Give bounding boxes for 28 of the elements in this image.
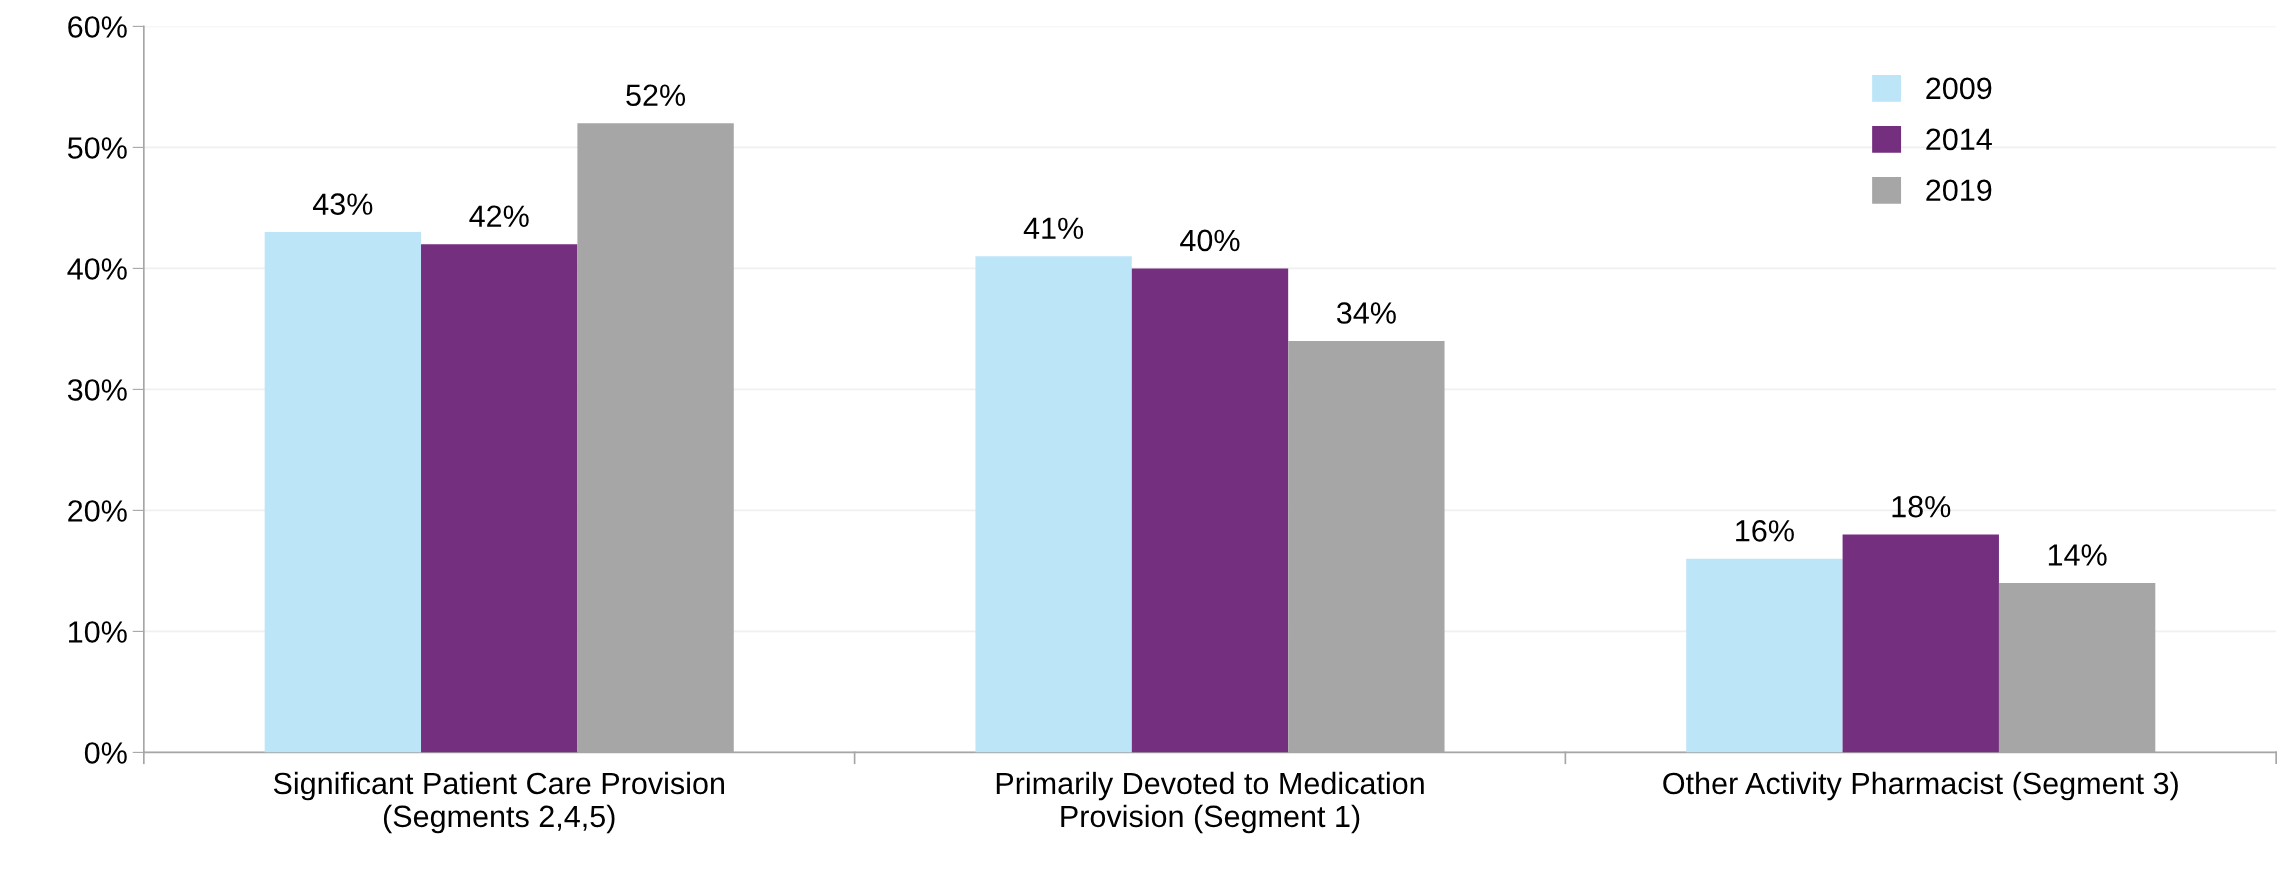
x-tick-label: Other Activity Pharmacist (Segment 3): [1663, 771, 2178, 801]
legend-label: 2009: [1926, 77, 1992, 100]
data-label: 16%: [1736, 520, 1794, 542]
data-label: 52%: [626, 84, 686, 107]
data-label: 42%: [469, 205, 529, 227]
data-label: 18%: [1892, 495, 1951, 518]
data-label: 34%: [1336, 302, 1396, 324]
bar: [264, 232, 422, 753]
x-tick-label: Primarily Devoted to Medication Provision (Segment 1): [996, 771, 1424, 834]
y-tick-label: 50%: [67, 137, 127, 159]
bar: [975, 256, 1132, 753]
y-tick-label: 40%: [67, 258, 127, 280]
data-label: 41%: [1023, 217, 1084, 240]
bar: [1131, 268, 1289, 753]
y-tick-label: 10%: [69, 621, 127, 643]
y-tick-label: 60%: [68, 16, 127, 38]
y-tick-label: 20%: [68, 500, 127, 522]
legend-label: 2014: [1926, 128, 1992, 151]
bar: [421, 244, 578, 753]
bar: [1842, 534, 1999, 753]
data-label: 43%: [312, 193, 373, 215]
bar: [1686, 558, 1843, 753]
y-tick-label: 30%: [67, 379, 127, 401]
data-label: 14%: [2048, 544, 2107, 566]
data-label: 40%: [1180, 229, 1240, 252]
legend-label: 2019: [1926, 179, 1992, 202]
x-tick-label: Significant Patient Care Provision (Segments 2,4,5): [273, 771, 724, 834]
y-tick-label: 0%: [84, 742, 127, 764]
